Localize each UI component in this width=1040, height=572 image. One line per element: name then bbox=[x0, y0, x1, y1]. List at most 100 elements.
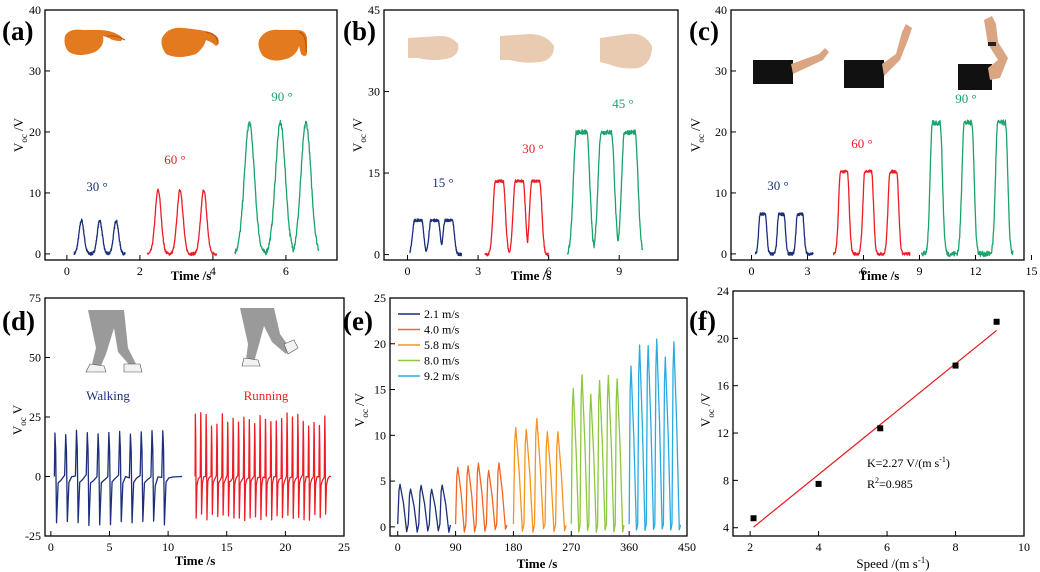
panel-d-traces bbox=[53, 412, 332, 527]
legend-label-4: 9.2 m/s bbox=[424, 369, 460, 383]
label-a-30: 30 ° bbox=[86, 179, 107, 194]
panel-c-frame bbox=[730, 9, 1025, 261]
series-line-1 bbox=[454, 462, 508, 533]
y-tick-label: 30 bbox=[715, 64, 727, 78]
y-tick-label: 10 bbox=[374, 428, 386, 442]
fit-line bbox=[753, 329, 997, 528]
y-tick-label: 40 bbox=[715, 3, 727, 17]
y-tick-label: 30 bbox=[368, 85, 380, 99]
x-tick-label: 8 bbox=[953, 540, 959, 554]
x-tick-label: 3 bbox=[805, 264, 811, 278]
x-tick-label: 90 bbox=[450, 540, 462, 554]
panel-b: 0 3 6 9 0 15 30 45 (b) Time /s Voc /V 15 ° 30 °… bbox=[343, 3, 679, 283]
data-point-1 bbox=[815, 480, 822, 487]
photo-arm-60 bbox=[844, 24, 912, 88]
panel-c-ylabel: Voc /V bbox=[688, 117, 706, 152]
x-tick-label: 2 bbox=[137, 264, 143, 278]
data-point-4 bbox=[993, 318, 1000, 325]
y-tick-label: 0 bbox=[35, 247, 41, 261]
series-line-0 bbox=[409, 218, 463, 257]
x-tick-label: 15 bbox=[1025, 264, 1037, 278]
photo-arm-90 bbox=[958, 16, 1008, 90]
x-tick-label: 6 bbox=[861, 264, 867, 278]
x-tick-label: 5 bbox=[106, 540, 112, 554]
label-c-30: 30 ° bbox=[767, 178, 788, 193]
photo-finger-30 bbox=[64, 29, 126, 55]
series-line-0 bbox=[754, 212, 814, 257]
label-a-90: 90 ° bbox=[271, 89, 292, 104]
series-line-0 bbox=[53, 429, 183, 527]
x-tick-label: 25 bbox=[338, 540, 350, 554]
panel-f-frame bbox=[732, 290, 1025, 537]
panel-a: 0 2 4 6 0 10 20 30 40 (a) Time /s Voc /V 30 ° 60… bbox=[2, 3, 338, 283]
x-tick-label: 15 bbox=[221, 540, 233, 554]
label-b-45: 45 ° bbox=[612, 96, 633, 111]
panel-e: 0 90 180 270 360 450 0 5 10 15 20 25 2.1 m/s 4.0 m/s… bbox=[343, 291, 696, 571]
fit-slope-annotation: K=2.27 V/(m s-1) bbox=[867, 455, 950, 470]
panel-e-label: (e) bbox=[343, 306, 373, 336]
data-point-2 bbox=[877, 425, 884, 432]
panel-a-xlabel: Time /s bbox=[171, 268, 212, 283]
panel-e-xlabel: Time /s bbox=[517, 556, 558, 571]
panel-c-label: (c) bbox=[689, 16, 719, 46]
x-tick-label: 450 bbox=[678, 540, 696, 554]
series-line-1 bbox=[146, 188, 218, 257]
series-line-2 bbox=[920, 119, 1014, 258]
y-tick-label: 10 bbox=[715, 186, 727, 200]
label-b-15: 15 ° bbox=[432, 175, 453, 190]
label-c-90: 90 ° bbox=[955, 91, 976, 106]
series-line-0 bbox=[397, 483, 452, 533]
panel-d-ylabel: Voc V bbox=[10, 404, 28, 435]
panel-d-label: (d) bbox=[2, 306, 35, 336]
y-tick-label: -25 bbox=[25, 529, 41, 543]
series-line-3 bbox=[570, 374, 625, 533]
photo-legs-running bbox=[240, 308, 299, 367]
x-tick-label: 0 bbox=[64, 264, 70, 278]
y-tick-label: 15 bbox=[368, 166, 380, 180]
x-tick-label: 3 bbox=[475, 264, 481, 278]
x-tick-label: 9 bbox=[616, 264, 622, 278]
x-tick-label: 10 bbox=[1018, 540, 1030, 554]
y-tick-label: 4 bbox=[723, 521, 729, 535]
panel-e-frame bbox=[389, 297, 688, 537]
series-line-1 bbox=[194, 412, 332, 522]
x-tick-label: 0 bbox=[395, 540, 401, 554]
label-a-60: 60 ° bbox=[164, 152, 185, 167]
panel-e-axes: 0 90 180 270 360 450 0 5 10 15 20 25 bbox=[374, 291, 696, 554]
panel-e-traces bbox=[397, 338, 682, 533]
panel-b-axes: 0 3 6 9 0 15 30 45 bbox=[368, 3, 622, 278]
y-tick-label: 25 bbox=[374, 291, 386, 305]
panel-f-xlabel: Speed /(m s-1) bbox=[856, 555, 929, 571]
legend-label-0: 2.1 m/s bbox=[424, 307, 460, 321]
y-tick-label: 25 bbox=[29, 410, 41, 424]
label-c-60: 60 ° bbox=[851, 136, 872, 151]
legend-label-3: 8.0 m/s bbox=[424, 354, 460, 368]
x-tick-label: 6 bbox=[283, 264, 289, 278]
x-tick-label: 9 bbox=[916, 264, 922, 278]
y-tick-label: 20 bbox=[717, 331, 729, 345]
data-point-3 bbox=[952, 362, 959, 369]
panel-c: 0 3 6 9 12 15 0 10 20 30 40 (c) Time /s Voc /V 30 … bbox=[688, 3, 1037, 283]
series-line-1 bbox=[484, 179, 550, 257]
photo-legs-walking bbox=[85, 310, 143, 373]
x-tick-label: 20 bbox=[279, 540, 291, 554]
panel-b-frame bbox=[383, 9, 679, 261]
panel-e-legend: 2.1 m/s 4.0 m/s5.8 m/s 8.0 m/s9.2 m/s bbox=[398, 307, 460, 383]
panel-b-ylabel: Voc /V bbox=[350, 117, 368, 152]
panel-c-axes: 0 3 6 9 12 15 0 10 20 30 40 bbox=[715, 3, 1037, 278]
y-tick-label: 20 bbox=[374, 337, 386, 351]
photo-finger-90 bbox=[258, 29, 307, 61]
x-tick-label: 10 bbox=[162, 540, 174, 554]
y-tick-label: 0 bbox=[380, 520, 386, 534]
series-line-2 bbox=[566, 129, 644, 255]
photo-wrist-15 bbox=[408, 36, 459, 60]
series-line-0 bbox=[73, 218, 126, 256]
panel-b-xlabel: Time /s bbox=[511, 268, 552, 283]
panel-b-label: (b) bbox=[343, 16, 376, 46]
panel-d: 0 5 10 15 20 25 -25 0 25 50 75 (d) Time /s Voc V W… bbox=[2, 291, 350, 568]
y-tick-label: 0 bbox=[35, 470, 41, 484]
y-tick-label: 20 bbox=[29, 125, 41, 139]
photo-wrist-45 bbox=[600, 33, 652, 69]
y-tick-label: 0 bbox=[721, 247, 727, 261]
legend-label-2: 5.8 m/s bbox=[424, 338, 460, 352]
